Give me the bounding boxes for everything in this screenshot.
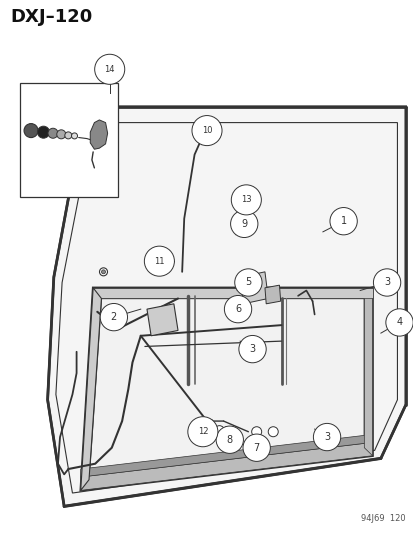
Circle shape xyxy=(65,132,71,139)
Circle shape xyxy=(57,130,66,139)
Polygon shape xyxy=(93,288,372,298)
Circle shape xyxy=(234,269,261,296)
Text: 6: 6 xyxy=(235,304,240,314)
Polygon shape xyxy=(81,442,372,490)
Text: 10: 10 xyxy=(201,126,212,135)
Circle shape xyxy=(251,427,261,437)
Circle shape xyxy=(249,440,261,452)
Polygon shape xyxy=(240,272,268,304)
Circle shape xyxy=(99,268,107,276)
Circle shape xyxy=(100,303,127,331)
Text: 3: 3 xyxy=(249,344,255,354)
Text: 3: 3 xyxy=(323,432,329,442)
Circle shape xyxy=(192,116,221,146)
Circle shape xyxy=(268,427,278,437)
Circle shape xyxy=(144,246,174,276)
Text: 14: 14 xyxy=(104,65,115,74)
Text: 94J69  120: 94J69 120 xyxy=(361,514,405,523)
Circle shape xyxy=(230,210,257,238)
Polygon shape xyxy=(81,288,372,490)
Circle shape xyxy=(329,207,356,235)
Circle shape xyxy=(188,417,217,447)
Circle shape xyxy=(225,430,235,439)
Text: 3: 3 xyxy=(383,278,389,287)
Circle shape xyxy=(95,54,124,84)
Polygon shape xyxy=(81,434,372,477)
Circle shape xyxy=(224,295,251,323)
Text: 13: 13 xyxy=(240,196,251,204)
Text: 9: 9 xyxy=(241,219,247,229)
Polygon shape xyxy=(90,120,107,149)
Polygon shape xyxy=(89,298,363,480)
Circle shape xyxy=(38,126,49,138)
Circle shape xyxy=(24,124,38,138)
Circle shape xyxy=(373,269,400,296)
Polygon shape xyxy=(264,285,280,304)
Polygon shape xyxy=(81,288,101,490)
Circle shape xyxy=(385,309,412,336)
Circle shape xyxy=(242,434,270,462)
Polygon shape xyxy=(47,107,405,506)
Circle shape xyxy=(313,423,340,451)
Polygon shape xyxy=(20,83,118,197)
Text: 4: 4 xyxy=(396,318,401,327)
Circle shape xyxy=(238,335,266,363)
Text: 1: 1 xyxy=(340,216,346,226)
Circle shape xyxy=(214,426,224,435)
Text: DXJ–120: DXJ–120 xyxy=(10,8,92,26)
Text: 5: 5 xyxy=(244,278,251,287)
Polygon shape xyxy=(147,304,178,336)
Text: 12: 12 xyxy=(197,427,208,436)
Circle shape xyxy=(101,270,105,274)
Polygon shape xyxy=(363,288,372,456)
Circle shape xyxy=(48,128,58,138)
Circle shape xyxy=(216,426,243,454)
Text: 8: 8 xyxy=(226,435,232,445)
Text: 7: 7 xyxy=(253,443,259,453)
Text: 11: 11 xyxy=(154,257,164,265)
Circle shape xyxy=(231,185,261,215)
Circle shape xyxy=(71,133,77,139)
Text: 2: 2 xyxy=(110,312,117,322)
